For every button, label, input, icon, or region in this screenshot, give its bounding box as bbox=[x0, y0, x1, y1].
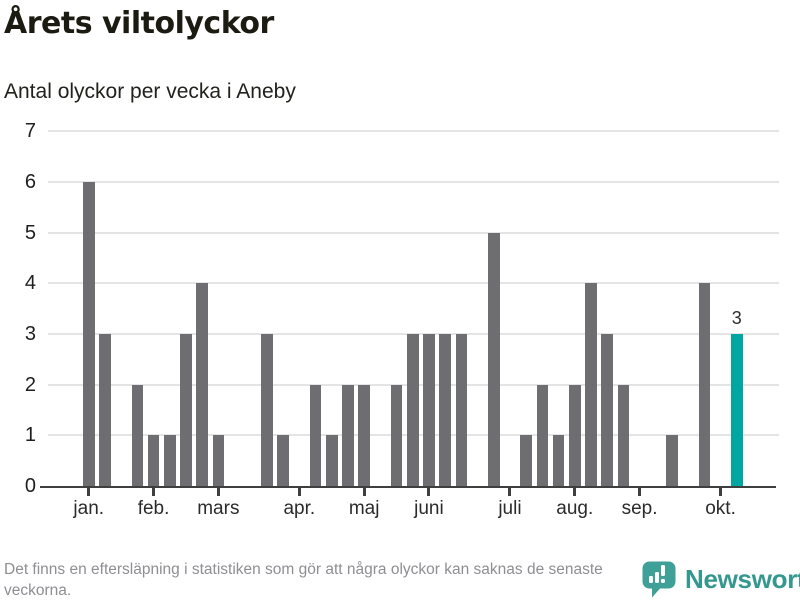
bar bbox=[601, 333, 613, 486]
x-axis-tick bbox=[216, 488, 220, 496]
x-axis-tick bbox=[508, 488, 512, 496]
bar bbox=[407, 333, 419, 486]
bar bbox=[212, 435, 225, 486]
x-tick-label: okt. bbox=[705, 498, 736, 519]
gridline bbox=[48, 231, 779, 234]
bar bbox=[164, 435, 176, 486]
x-tick-label: jan. bbox=[73, 498, 105, 519]
y-tick-label: 7 bbox=[24, 120, 36, 143]
y-tick-label: 0 bbox=[24, 475, 36, 497]
x-tick-label: aug. bbox=[556, 498, 594, 519]
x-tick-label: sep. bbox=[621, 498, 658, 519]
bar bbox=[439, 333, 451, 486]
bar bbox=[488, 232, 500, 486]
x-axis-tick bbox=[152, 488, 156, 496]
x-tick-label: juni bbox=[414, 498, 444, 519]
x-tick-label: apr. bbox=[283, 498, 316, 519]
y-tick-label: 6 bbox=[24, 170, 36, 193]
footnote: Det finns en eftersläpning i statistiken… bbox=[4, 561, 603, 599]
x-axis-tick bbox=[362, 488, 366, 496]
x-axis-tick bbox=[427, 488, 431, 496]
y-tick-label: 4 bbox=[24, 272, 36, 295]
mini-bar-2 bbox=[655, 572, 659, 583]
chart-title: Årets viltolyckor bbox=[4, 6, 274, 41]
y-tick-label: 5 bbox=[24, 221, 36, 244]
gridline bbox=[48, 180, 779, 183]
brand-logo: Newsworthy bbox=[641, 560, 800, 598]
bar bbox=[342, 384, 354, 486]
gridline bbox=[48, 130, 779, 133]
chart-subtitle: Antal olyckor per vecka i Aneby bbox=[4, 80, 296, 103]
highlight-value-label: 3 bbox=[731, 307, 742, 328]
x-tick-label: maj bbox=[348, 498, 380, 519]
x-axis-tick bbox=[719, 488, 723, 496]
bar bbox=[83, 181, 95, 486]
bar bbox=[147, 435, 160, 486]
bar bbox=[520, 435, 532, 486]
bar bbox=[180, 333, 192, 486]
bar bbox=[666, 435, 678, 486]
gridline bbox=[48, 282, 779, 285]
exclamation-stem bbox=[661, 565, 665, 576]
bar bbox=[326, 435, 338, 486]
y-tick-label: 2 bbox=[24, 373, 36, 396]
bar bbox=[585, 283, 597, 486]
bar bbox=[261, 333, 273, 486]
bar bbox=[569, 384, 581, 486]
bar bbox=[698, 283, 711, 486]
x-axis-line bbox=[40, 485, 776, 488]
x-axis-tick bbox=[297, 488, 301, 496]
newsworthy-icon bbox=[642, 561, 676, 598]
bar bbox=[131, 384, 144, 486]
exclamation-dot bbox=[661, 579, 665, 583]
bar bbox=[358, 384, 370, 486]
bar bbox=[455, 333, 468, 486]
bar bbox=[552, 435, 565, 486]
y-tick-label: 3 bbox=[24, 322, 36, 345]
x-tick-label: juli bbox=[498, 498, 522, 519]
brand-name: Newsworthy bbox=[685, 564, 800, 594]
bar-highlight bbox=[731, 333, 743, 486]
bar bbox=[536, 384, 549, 486]
bar bbox=[277, 435, 289, 486]
bar bbox=[99, 333, 111, 486]
mini-bar-1 bbox=[649, 576, 653, 583]
x-tick-label: mars bbox=[197, 498, 240, 519]
bar bbox=[617, 384, 630, 486]
x-axis-tick bbox=[638, 488, 642, 496]
x-axis-tick bbox=[573, 488, 577, 496]
bar bbox=[196, 283, 208, 486]
bar bbox=[390, 384, 403, 486]
bar bbox=[309, 384, 322, 486]
bar bbox=[423, 333, 435, 486]
x-axis-tick bbox=[87, 488, 91, 496]
y-tick-label: 1 bbox=[24, 424, 36, 447]
x-tick-label: feb. bbox=[137, 498, 170, 519]
